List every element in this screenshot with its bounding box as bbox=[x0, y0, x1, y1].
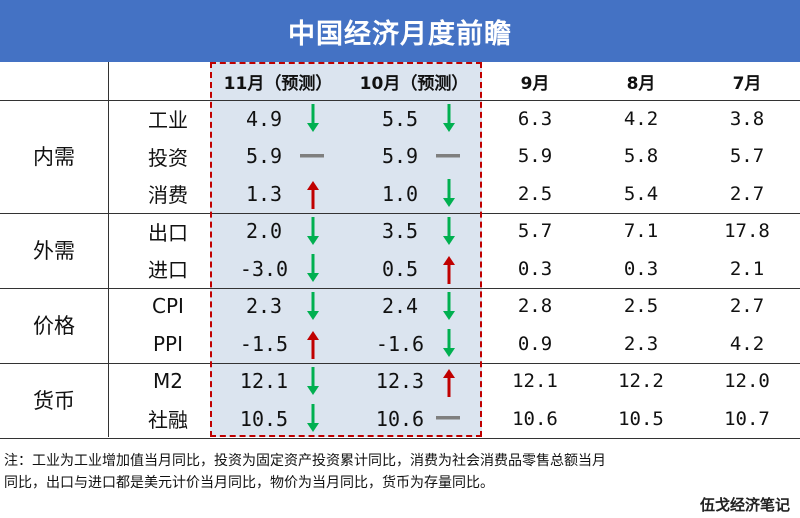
value-cell: 2.5 bbox=[517, 182, 553, 205]
down-arrow-icon bbox=[306, 403, 320, 433]
up-arrow-icon bbox=[306, 180, 320, 210]
value-cell: 3.5 bbox=[381, 219, 419, 244]
down-arrow-icon bbox=[442, 328, 456, 358]
value-cell: 2.5 bbox=[623, 295, 659, 318]
value-cell: 5.7 bbox=[729, 145, 765, 168]
value-cell: 2.7 bbox=[729, 182, 765, 205]
flat-dash-icon bbox=[436, 153, 460, 159]
down-arrow-icon bbox=[306, 366, 320, 396]
value-cell: 12.1 bbox=[512, 370, 558, 393]
value-cell: -1.6 bbox=[375, 331, 425, 356]
watermark: 伍戈经济笔记 bbox=[699, 496, 790, 514]
row-label: 社融 bbox=[148, 408, 188, 433]
value-cell: 5.4 bbox=[623, 182, 659, 205]
value-cell: 10.7 bbox=[724, 407, 770, 430]
down-arrow-icon bbox=[442, 103, 456, 133]
up-arrow-icon bbox=[306, 330, 320, 360]
value-cell: 4.2 bbox=[623, 107, 659, 130]
value-cell: -3.0 bbox=[239, 256, 289, 281]
row-divider bbox=[0, 287, 800, 289]
up-arrow-icon bbox=[442, 368, 456, 398]
column-header: 9月 bbox=[520, 73, 550, 94]
footnote: 注：工业为工业增加值当月同比，投资为固定资产投资累计同比，消费为社会消费品零售总… bbox=[4, 450, 796, 494]
row-label: M2 bbox=[153, 369, 183, 394]
flat-dash-icon bbox=[436, 415, 460, 421]
row-divider bbox=[0, 100, 800, 101]
group-label: 价格 bbox=[33, 314, 75, 338]
column-header: 10月（预测） bbox=[359, 73, 469, 94]
value-cell: 2.8 bbox=[517, 295, 553, 318]
column-header: 8月 bbox=[626, 73, 656, 94]
value-cell: 3.8 bbox=[729, 107, 765, 130]
down-arrow-icon bbox=[442, 216, 456, 246]
value-cell: 4.2 bbox=[729, 332, 765, 355]
flat-dash-icon bbox=[300, 153, 324, 159]
value-cell: 10.5 bbox=[618, 407, 664, 430]
row-divider bbox=[0, 437, 800, 439]
value-cell: 1.0 bbox=[381, 181, 419, 206]
down-arrow-icon bbox=[306, 291, 320, 321]
value-cell: 2.4 bbox=[381, 294, 419, 319]
forecast-highlight bbox=[210, 62, 482, 437]
row-label: CPI bbox=[152, 294, 184, 319]
down-arrow-icon bbox=[442, 291, 456, 321]
down-arrow-icon bbox=[306, 253, 320, 283]
value-cell: 4.9 bbox=[245, 106, 283, 131]
value-cell: 1.3 bbox=[245, 181, 283, 206]
group-label: 外需 bbox=[33, 239, 75, 263]
value-cell: 10.6 bbox=[512, 407, 558, 430]
value-cell: 0.9 bbox=[517, 332, 553, 355]
row-label: PPI bbox=[152, 331, 184, 356]
value-cell: 2.0 bbox=[245, 219, 283, 244]
value-cell: 0.5 bbox=[381, 256, 419, 281]
footnote-line-1: 注：工业为工业增加值当月同比，投资为固定资产投资累计同比，消费为社会消费品零售总… bbox=[4, 453, 606, 469]
value-cell: 10.5 bbox=[239, 406, 289, 431]
footnote-line-2: 同比，出口与进口都是美元计价当月同比，物价为当月同比，货币为存量同比。 bbox=[4, 475, 494, 491]
value-cell: 17.8 bbox=[724, 220, 770, 243]
value-cell: 2.1 bbox=[729, 257, 765, 280]
value-cell: 5.9 bbox=[245, 144, 283, 169]
value-cell: -1.5 bbox=[239, 331, 289, 356]
group-label: 货币 bbox=[33, 389, 75, 413]
value-cell: 2.7 bbox=[729, 295, 765, 318]
column-header: 11月（预测） bbox=[223, 73, 333, 94]
value-cell: 5.8 bbox=[623, 145, 659, 168]
down-arrow-icon bbox=[442, 178, 456, 208]
value-cell: 12.3 bbox=[375, 369, 425, 394]
down-arrow-icon bbox=[306, 216, 320, 246]
value-cell: 10.6 bbox=[375, 406, 425, 431]
value-cell: 12.2 bbox=[618, 370, 664, 393]
value-cell: 2.3 bbox=[245, 294, 283, 319]
group-label: 内需 bbox=[33, 145, 75, 170]
value-cell: 5.7 bbox=[517, 220, 553, 243]
column-divider bbox=[108, 62, 109, 437]
value-cell: 12.0 bbox=[724, 370, 770, 393]
up-arrow-icon bbox=[442, 255, 456, 285]
row-label: 工业 bbox=[148, 108, 188, 133]
row-label: 投资 bbox=[148, 145, 188, 170]
value-cell: 5.5 bbox=[381, 106, 419, 131]
value-cell: 0.3 bbox=[623, 257, 659, 280]
value-cell: 12.1 bbox=[239, 369, 289, 394]
value-cell: 5.9 bbox=[381, 144, 419, 169]
row-divider bbox=[0, 212, 800, 214]
value-cell: 7.1 bbox=[623, 220, 659, 243]
row-label: 出口 bbox=[148, 220, 188, 245]
column-header: 7月 bbox=[732, 73, 762, 94]
row-label: 消费 bbox=[148, 183, 188, 208]
value-cell: 5.9 bbox=[517, 145, 553, 168]
row-divider bbox=[0, 362, 800, 364]
value-cell: 6.3 bbox=[517, 107, 553, 130]
row-label: 进口 bbox=[148, 258, 188, 283]
page-title: 中国经济月度前瞻 bbox=[0, 0, 800, 62]
down-arrow-icon bbox=[306, 103, 320, 133]
value-cell: 0.3 bbox=[517, 257, 553, 280]
value-cell: 2.3 bbox=[623, 332, 659, 355]
